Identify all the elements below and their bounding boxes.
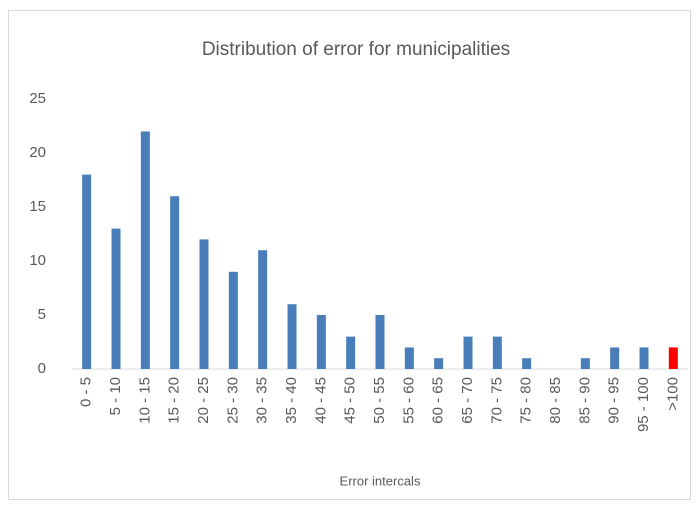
bar (404, 347, 414, 369)
x-tick-label: 0 - 5 (78, 377, 95, 407)
x-tick-label: 70 - 75 (488, 377, 505, 424)
bar (199, 239, 209, 369)
bar (287, 304, 297, 369)
x-tick-label: 60 - 65 (430, 377, 447, 424)
bar (492, 336, 502, 369)
x-tick-label: 20 - 25 (195, 377, 212, 424)
bar (610, 347, 620, 369)
bar (258, 250, 268, 369)
x-tick-label: 65 - 70 (459, 377, 476, 424)
bar (580, 358, 590, 369)
bar (140, 131, 150, 369)
y-tick-label: 5 (38, 306, 46, 323)
bar (228, 271, 238, 369)
x-tick-label: 40 - 45 (312, 377, 329, 424)
bar (346, 336, 356, 369)
x-tick-label: 90 - 95 (606, 377, 623, 424)
x-tick-label: 80 - 85 (547, 377, 564, 424)
x-tick-label: 55 - 60 (400, 377, 417, 424)
bar (522, 358, 532, 369)
x-tick-label: 10 - 15 (136, 377, 153, 424)
x-tick-label: 5 - 10 (107, 377, 124, 415)
y-tick-label: 25 (29, 90, 46, 107)
chart-title: Distribution of error for municipalities (202, 39, 510, 60)
bar (668, 347, 678, 369)
bar (434, 358, 444, 369)
x-tick-label: 35 - 40 (283, 377, 300, 424)
y-tick-label: 10 (29, 252, 46, 269)
x-tick-label: 85 - 90 (576, 377, 593, 424)
x-axis-label: Error intercals (340, 473, 421, 488)
x-tick-label: 25 - 30 (224, 377, 241, 424)
y-tick-label: 0 (38, 360, 46, 377)
bar (639, 347, 649, 369)
bar (375, 315, 385, 369)
x-tick-label: 95 - 100 (635, 377, 652, 432)
x-tick-label: 75 - 80 (518, 377, 535, 424)
bar (111, 228, 121, 369)
bar (82, 174, 92, 369)
bar (463, 336, 473, 369)
x-tick-label: 50 - 55 (371, 377, 388, 424)
y-tick-label: 20 (29, 144, 46, 161)
x-tick-label: 45 - 50 (342, 377, 359, 424)
y-tick-label: 15 (29, 198, 46, 215)
x-tick-label: >100 (664, 377, 681, 411)
x-tick-label: 15 - 20 (166, 377, 183, 424)
chart-border (8, 10, 691, 500)
x-tick-label: 30 - 35 (254, 377, 271, 424)
bar (316, 315, 326, 369)
bar (170, 196, 180, 369)
